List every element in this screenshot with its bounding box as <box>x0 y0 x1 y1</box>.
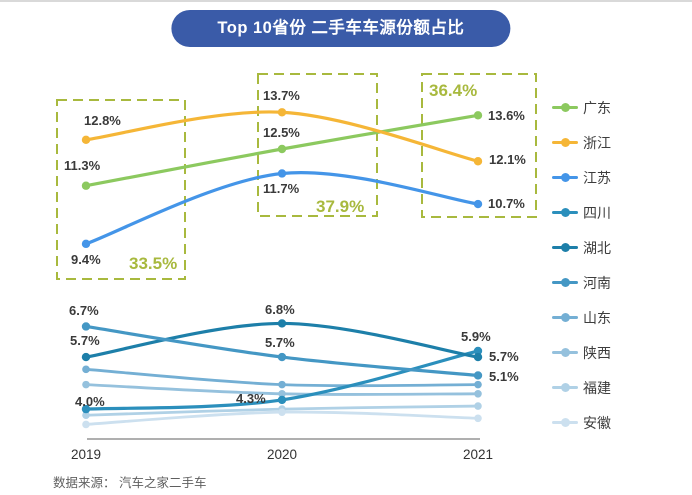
series-point-江苏-2020 <box>277 169 287 178</box>
data-label-河南-2019: 6.7% <box>69 303 99 318</box>
legend-label: 山东 <box>583 309 611 326</box>
series-point-河南-2020 <box>277 352 287 362</box>
legend-label: 陕西 <box>583 344 611 361</box>
series-point-广东-2021 <box>473 111 483 120</box>
sum-annotation-2021: 36.4% <box>429 81 478 100</box>
series-point-河南-2019 <box>81 322 91 331</box>
data-label-河南-2020: 5.7% <box>265 335 295 350</box>
legend-label: 福建 <box>583 379 611 396</box>
series-point-广东-2019 <box>81 181 91 190</box>
legend: 广东浙江江苏四川湖北河南山东陕西福建安徽 <box>552 90 611 440</box>
series-point-安徽-2019 <box>82 420 90 429</box>
series-point-山东-2019 <box>82 365 90 374</box>
series-point-陕西-2021 <box>474 390 482 398</box>
data-label-广东-2021: 13.6% <box>488 108 525 123</box>
chart-title: Top 10省份 二手车车源份额占比 <box>171 10 511 47</box>
series-point-湖北-2019 <box>81 352 91 362</box>
legend-marker-icon <box>552 208 578 217</box>
legend-label: 浙江 <box>583 134 611 151</box>
series-point-安徽-2021 <box>474 414 482 423</box>
legend-item-湖北: 湖北 <box>552 230 611 265</box>
series-point-江苏-2019 <box>81 239 91 249</box>
legend-marker-icon <box>552 383 578 392</box>
highlight-box-2019 <box>56 99 186 280</box>
series-point-福建-2021 <box>474 402 482 410</box>
data-label-浙江-2019: 12.8% <box>84 113 121 128</box>
legend-label: 河南 <box>583 274 611 291</box>
x-tick-2020: 2020 <box>266 447 298 462</box>
data-label-河南-2021: 5.1% <box>489 369 519 384</box>
legend-label: 江苏 <box>583 169 611 186</box>
legend-item-浙江: 浙江 <box>552 125 611 160</box>
legend-marker-icon <box>552 103 578 112</box>
x-tick-2019: 2019 <box>70 447 102 462</box>
data-label-江苏-2021: 10.7% <box>488 196 525 211</box>
highlight-box-2021 <box>421 73 537 218</box>
legend-item-陕西: 陕西 <box>552 335 611 370</box>
series-point-山东-2021 <box>474 380 482 389</box>
series-point-山东-2020 <box>278 380 286 389</box>
legend-marker-icon <box>552 138 578 147</box>
legend-item-广东: 广东 <box>552 90 611 125</box>
legend-label: 湖北 <box>583 239 611 256</box>
data-label-四川-2021: 5.9% <box>461 329 491 344</box>
legend-label: 安徽 <box>583 414 611 431</box>
series-point-陕西-2019 <box>82 380 90 389</box>
data-label-湖北-2019: 5.7% <box>70 333 100 348</box>
legend-item-河南: 河南 <box>552 265 611 300</box>
series-point-四川-2019 <box>81 404 91 414</box>
series-point-湖北-2021 <box>473 352 483 362</box>
series-point-河南-2021 <box>473 371 483 380</box>
legend-label: 广东 <box>583 99 611 116</box>
x-tick-2021: 2021 <box>462 447 494 462</box>
data-label-四川-2019: 4.0% <box>75 394 105 409</box>
legend-marker-icon <box>552 313 578 322</box>
legend-label: 四川 <box>583 204 611 221</box>
series-point-福建-2019 <box>82 411 90 420</box>
series-point-浙江-2021 <box>473 157 483 166</box>
data-label-广东-2019: 11.3% <box>64 158 101 173</box>
sum-annotation-2020: 37.9% <box>316 197 365 216</box>
legend-marker-icon <box>552 278 578 287</box>
series-point-四川-2020 <box>277 395 287 405</box>
legend-marker-icon <box>552 243 578 252</box>
legend-item-福建: 福建 <box>552 370 611 405</box>
series-point-湖北-2020 <box>277 319 287 328</box>
legend-item-江苏: 江苏 <box>552 160 611 195</box>
series-point-广东-2020 <box>277 144 287 154</box>
series-point-安徽-2020 <box>278 408 286 416</box>
data-label-四川-2020: 4.3% <box>236 391 266 406</box>
legend-marker-icon <box>552 173 578 182</box>
legend-item-四川: 四川 <box>552 195 611 230</box>
legend-item-山东: 山东 <box>552 300 611 335</box>
data-label-浙江-2021: 12.1% <box>489 152 526 167</box>
series-point-陕西-2020 <box>278 390 286 398</box>
highlight-box-2020 <box>257 73 378 217</box>
legend-marker-icon <box>552 348 578 357</box>
legend-marker-icon <box>552 418 578 427</box>
data-label-湖北-2020: 6.8% <box>265 302 295 317</box>
series-point-江苏-2021 <box>473 199 483 209</box>
series-point-浙江-2020 <box>277 108 287 117</box>
legend-item-安徽: 安徽 <box>552 405 611 440</box>
data-label-湖北-2021: 5.7% <box>489 349 519 364</box>
data-label-广东-2020: 12.5% <box>263 125 300 140</box>
sum-annotation-2019: 33.5% <box>129 254 178 273</box>
data-label-江苏-2019: 9.4% <box>71 252 101 267</box>
data-label-浙江-2020: 13.7% <box>263 88 300 103</box>
series-point-四川-2021 <box>473 346 483 356</box>
source-note: 数据来源： 汽车之家二手车 <box>53 476 207 490</box>
data-label-江苏-2020: 11.7% <box>263 181 300 196</box>
series-point-浙江-2019 <box>81 135 91 145</box>
